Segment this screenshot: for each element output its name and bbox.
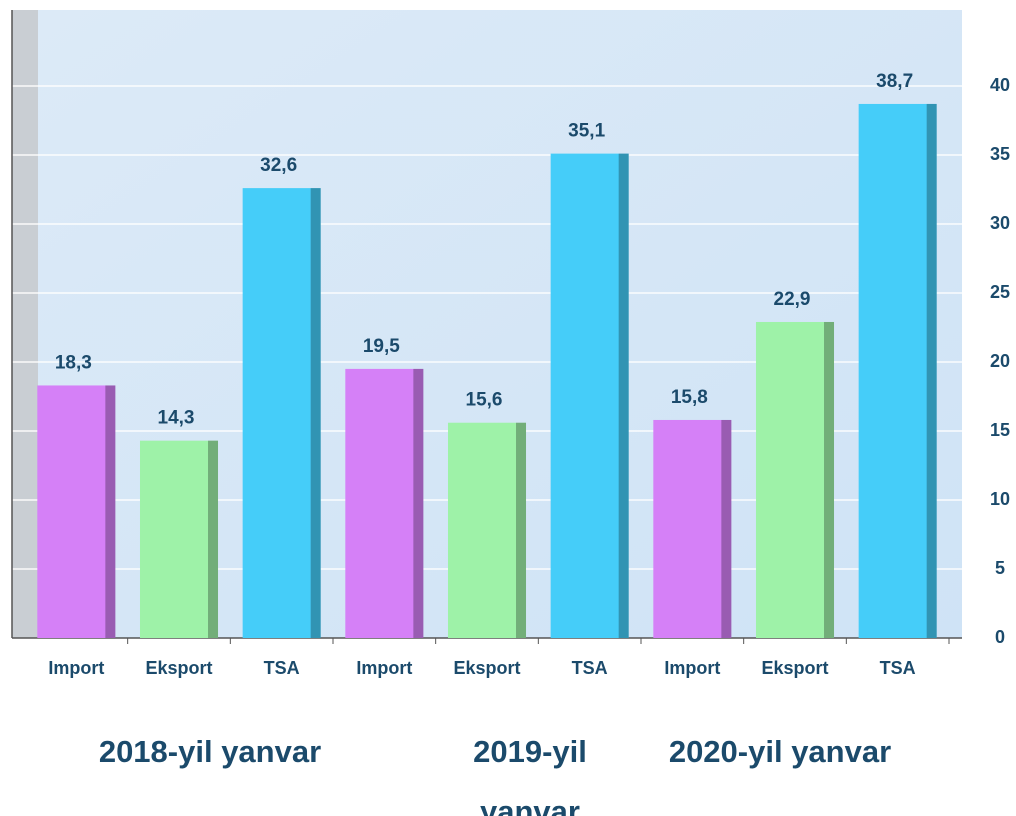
bar-side <box>926 103 937 638</box>
x-tick-label: Eksport <box>145 658 212 678</box>
x-tick-label: Import <box>356 658 412 678</box>
y-tick-label: 20 <box>990 351 1010 371</box>
y-tick-label: 5 <box>995 558 1005 578</box>
group-label: 2018-yil yanvar <box>98 734 322 769</box>
y-tick-label: 35 <box>990 144 1010 164</box>
x-tick-label: Import <box>48 658 104 678</box>
bar <box>550 153 629 638</box>
bar <box>139 440 219 638</box>
value-label: 14,3 <box>158 408 195 429</box>
x-tick-label: Eksport <box>453 658 520 678</box>
bar-side <box>824 321 835 638</box>
bar-side <box>310 188 321 638</box>
value-label: 38,7 <box>876 71 913 92</box>
bar-side <box>413 368 424 638</box>
bar <box>653 419 732 638</box>
x-tick-label: TSA <box>880 658 916 678</box>
y-tick-label: 15 <box>990 420 1010 440</box>
chart: 0 5 10 15 20 25 30 35 40 Import 18,3 Eksport 14,3 TSA… <box>11 10 1010 678</box>
x-tick-label: TSA <box>264 658 300 678</box>
bar <box>858 103 937 638</box>
y-tick-label: 40 <box>990 75 1010 95</box>
x-tick-label: Eksport <box>761 658 828 678</box>
bar <box>345 368 424 638</box>
bar-side <box>721 419 732 638</box>
group-label: 2019-yil yanvar <box>473 734 587 816</box>
bar <box>242 188 321 638</box>
y-tick-label: 25 <box>990 282 1010 302</box>
x-tick-label: Import <box>664 658 720 678</box>
bar-side <box>516 422 527 638</box>
value-label: 15,8 <box>671 387 708 408</box>
value-label: 15,6 <box>466 390 503 411</box>
bar-side <box>105 385 116 638</box>
y-tick-label: 10 <box>990 489 1010 509</box>
x-tick-label: TSA <box>572 658 608 678</box>
value-label: 32,6 <box>260 155 297 176</box>
bar <box>447 422 527 638</box>
bar <box>755 321 835 638</box>
y-tick-label: 0 <box>995 627 1005 647</box>
bar <box>37 385 116 638</box>
left-strip <box>12 10 38 638</box>
group-label: 2020-yil yanvar <box>668 734 892 769</box>
y-tick-label: 30 <box>990 213 1010 233</box>
value-label: 35,1 <box>568 121 605 142</box>
value-label: 18,3 <box>55 352 92 373</box>
value-label: 19,5 <box>363 336 400 357</box>
bar-side <box>208 440 219 638</box>
value-label: 22,9 <box>774 289 811 310</box>
bar-side <box>618 153 629 638</box>
